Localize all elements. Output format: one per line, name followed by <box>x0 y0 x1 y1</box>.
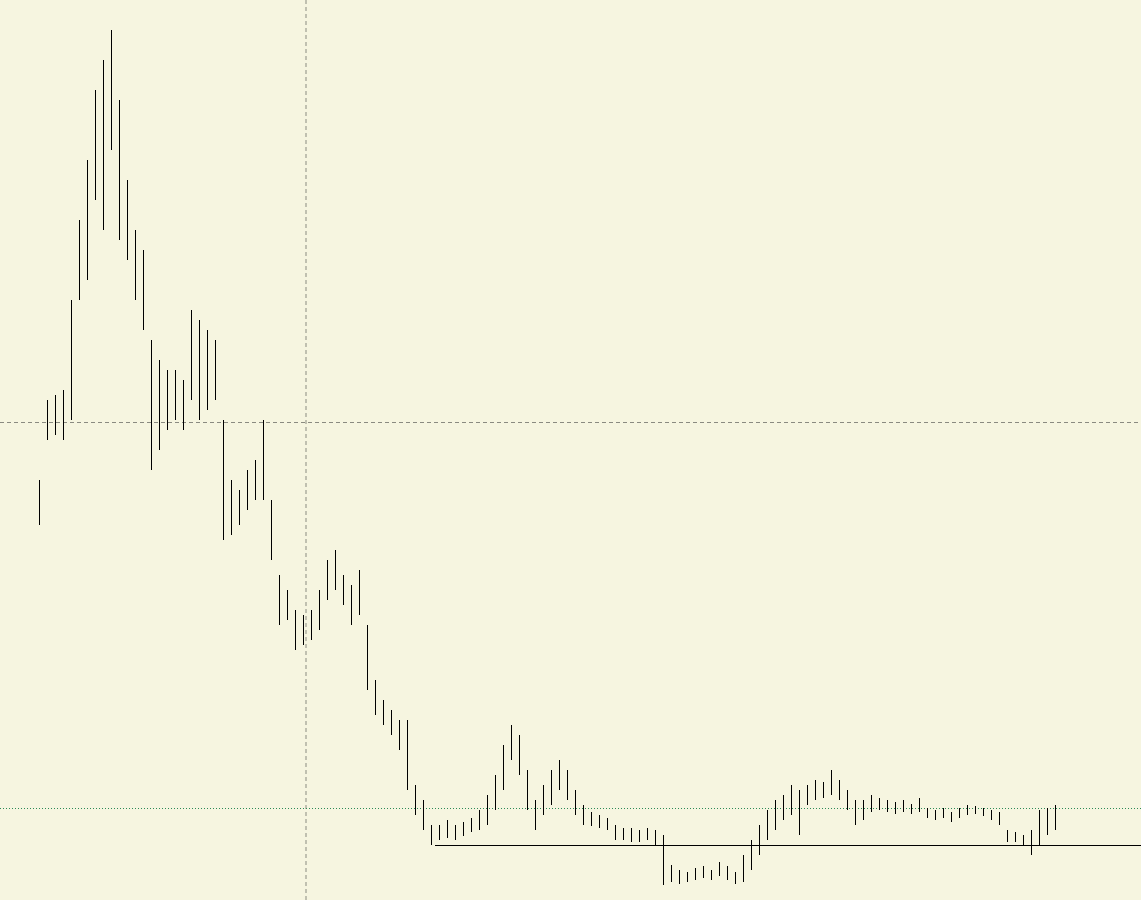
chart <box>0 0 1141 900</box>
page: {"chart_data": { "type": "range-bar", "c… <box>0 0 1141 900</box>
